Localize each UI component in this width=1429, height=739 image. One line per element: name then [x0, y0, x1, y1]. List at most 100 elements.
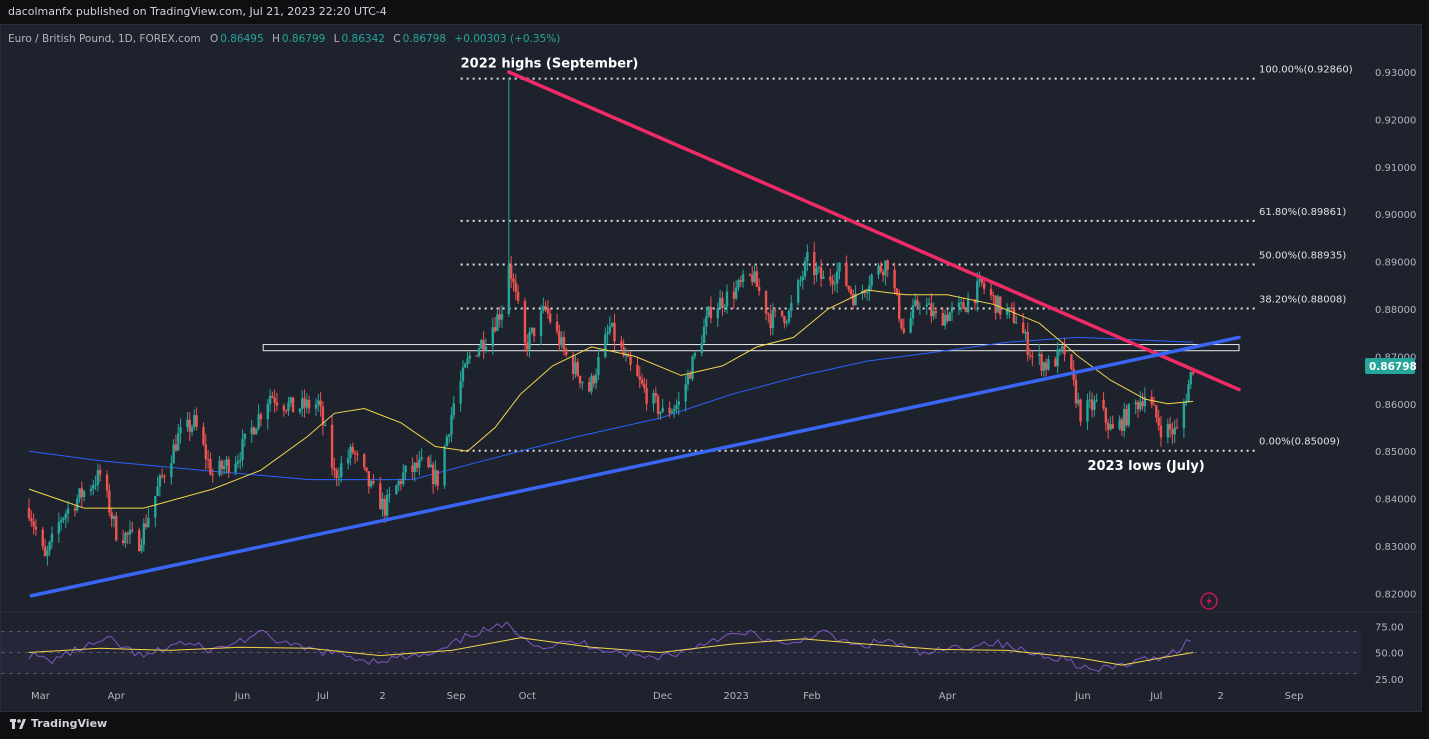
candle-body — [239, 459, 242, 462]
candle-body — [959, 302, 963, 304]
rsi-line — [28, 621, 1191, 673]
candle-body — [757, 286, 761, 291]
candle-body — [1111, 424, 1114, 429]
lightning-icon[interactable] — [1200, 592, 1218, 610]
time-tick-label: 2 — [1217, 691, 1223, 702]
candle-body — [962, 302, 965, 309]
candle-body — [413, 462, 416, 473]
candle-body — [436, 470, 439, 486]
candle-body — [482, 340, 485, 351]
candle-body — [1159, 425, 1163, 438]
candle-body — [480, 340, 483, 349]
candle-body — [1028, 354, 1032, 356]
rsi-tick-label: 25.00 — [1375, 675, 1404, 686]
candle-body — [539, 311, 543, 337]
candle-body — [1125, 409, 1128, 426]
candle-body — [399, 480, 403, 485]
candle-body — [571, 354, 575, 374]
time-axis[interactable]: Mar Apr Jun Jul 2 Sep Oct Dec 2023 Feb Apr Jun Jul 2 S… — [31, 691, 1303, 702]
candle-body — [142, 523, 146, 545]
candle-body — [640, 379, 644, 384]
price-chart[interactable]: Euro / British Pound, 1D, FOREX.com O 0.8… — [1, 25, 1421, 711]
candle-body — [1077, 399, 1080, 404]
resistance-zone-box — [262, 344, 1240, 352]
candle-body — [780, 310, 784, 317]
candle-body — [1189, 372, 1192, 385]
candle-body — [287, 402, 290, 411]
candle-body — [532, 327, 536, 337]
candle-body — [381, 498, 384, 510]
candle-body — [629, 356, 632, 365]
candle-body — [771, 310, 775, 329]
candle-body — [160, 475, 164, 477]
candle-body — [363, 454, 366, 468]
tradingview-logo[interactable]: TradingView — [10, 717, 107, 730]
candle-body — [461, 367, 465, 382]
price-tick-label: 0.86000 — [1375, 400, 1416, 411]
chart-frame[interactable]: Euro / British Pound, 1D, FOREX.com O 0.8… — [0, 24, 1422, 712]
candle-body — [716, 308, 720, 319]
candle-body — [241, 438, 244, 460]
candle-body — [66, 508, 70, 514]
candle-body — [950, 307, 954, 313]
time-tick-label: Jun — [234, 691, 251, 702]
candle-body — [976, 281, 979, 304]
candle-body — [879, 265, 883, 272]
candle-body — [110, 512, 113, 519]
candle-body — [284, 410, 288, 412]
candle-body — [902, 328, 905, 333]
candle-body — [636, 364, 639, 377]
plot-background — [1, 25, 1361, 711]
time-tick-label: Sep — [447, 691, 466, 702]
rsi-pane[interactable]: 75.00 50.00 25.00 — [1, 621, 1404, 686]
candle-body — [978, 279, 981, 282]
candle-body — [1056, 349, 1059, 367]
candle-body — [252, 427, 256, 435]
candle-body — [854, 293, 857, 306]
candle-body — [739, 280, 742, 283]
horizontal-zone[interactable] — [262, 344, 1240, 352]
candle-body — [138, 530, 141, 552]
candle-body — [291, 397, 295, 413]
candle-body — [466, 358, 469, 364]
candle-body — [94, 484, 97, 486]
candle-body — [468, 355, 472, 359]
time-tick-label: Dec — [653, 691, 672, 702]
candle-body — [989, 288, 993, 296]
tradingview-logo-icon — [10, 718, 26, 729]
candle-body — [259, 414, 263, 420]
candle-body — [1021, 322, 1025, 334]
candle-body — [92, 485, 95, 489]
candle-body — [689, 373, 692, 379]
candle-body — [509, 265, 513, 279]
candle-body — [209, 459, 212, 475]
candle-body — [1157, 417, 1160, 426]
candle-body — [1079, 399, 1082, 422]
candle-body — [1191, 372, 1195, 374]
candle-body — [927, 303, 931, 305]
time-tick-label: Jun — [1074, 691, 1091, 702]
candle-body — [112, 516, 116, 519]
trendlines[interactable] — [29, 70, 1241, 598]
price-tick-label: 0.85000 — [1375, 447, 1416, 458]
candle-body — [700, 343, 703, 354]
candle-body — [156, 486, 159, 496]
candle-body — [748, 274, 752, 276]
price-axis[interactable]: 0.93000 0.92000 0.91000 0.90000 0.89000 0.880… — [1375, 68, 1416, 600]
annotation-label: 2022 highs (September) — [461, 56, 639, 71]
fibonacci-levels[interactable]: 100.00%(0.92860) 61.80%(0.89861) 50.00%(0.… — [460, 65, 1353, 452]
candle-body — [992, 295, 995, 297]
candle-body — [803, 261, 807, 277]
candle-body — [592, 375, 596, 384]
last-price-label: 0.86798 — [1369, 361, 1417, 373]
candle-body — [897, 293, 901, 320]
candle-body — [996, 296, 1000, 313]
candle-body — [1139, 401, 1142, 410]
candle-body — [154, 495, 157, 518]
last-price-tag: 0.86798 — [1365, 357, 1417, 374]
candle-body — [459, 381, 462, 404]
candle-body — [257, 414, 260, 429]
candle-body — [32, 521, 35, 527]
candle-body — [895, 288, 899, 294]
candle-body — [174, 444, 178, 451]
